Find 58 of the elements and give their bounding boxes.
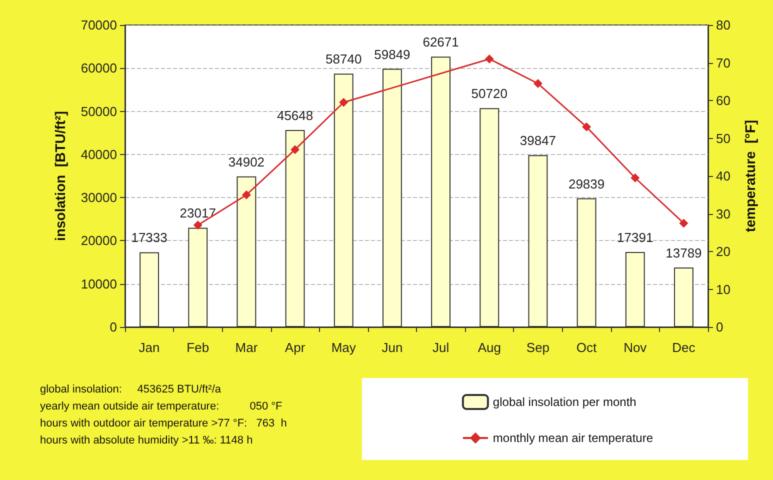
data-label: 50720 xyxy=(471,86,508,102)
y-tick-label: 30000 xyxy=(80,190,117,206)
x-tick-label: Feb xyxy=(186,340,210,355)
data-label: 17391 xyxy=(617,230,654,245)
y2-tick-label: 0 xyxy=(716,320,724,334)
y-tick-label: 70000 xyxy=(80,18,117,32)
legend-label: monthly mean air temperature xyxy=(492,431,654,445)
y-tick-label: 10000 xyxy=(80,276,117,292)
x-tick-label: Jul xyxy=(432,340,450,355)
y2-tick-label: 30 xyxy=(716,206,730,222)
data-label: 62671 xyxy=(422,34,459,50)
x-tick-label: Mar xyxy=(235,340,258,355)
legend-label: global insolation per month xyxy=(492,395,636,409)
data-label: 17333 xyxy=(131,230,168,246)
data-label: 34902 xyxy=(228,154,265,170)
y-tick-label: 60000 xyxy=(80,60,117,76)
text: global insolation: 453625 BTU/ft²/a xyxy=(40,384,222,396)
x-tick-label: Sep xyxy=(526,340,550,355)
y-tick-label: 20000 xyxy=(80,233,117,248)
y2-tick-label: 40 xyxy=(716,168,730,184)
x-tick-label: Jan xyxy=(138,340,160,355)
x-tick-label: May xyxy=(331,340,356,355)
data-label: 58740 xyxy=(326,52,362,67)
point xyxy=(242,190,251,200)
point xyxy=(582,122,592,132)
text: yearly mean outside air temperature: 050 °F xyxy=(40,400,283,412)
y2-tick-label: 80 xyxy=(716,18,730,32)
point xyxy=(484,54,494,64)
data-label: 13789 xyxy=(666,246,702,261)
data-label: 39847 xyxy=(520,133,556,148)
text: hours with outdoor air temperature >77 °F: 763 h xyxy=(40,418,287,430)
y2-tick-label: 60 xyxy=(716,93,730,108)
point xyxy=(533,79,542,88)
y2-axis-title: temperature [°F] xyxy=(742,120,758,232)
x-tick-label: Apr xyxy=(284,340,306,355)
y2-tick-label: 70 xyxy=(716,55,730,70)
x-tick-label: Nov xyxy=(624,340,648,355)
data-label: 45648 xyxy=(276,108,314,124)
y-tick-label: 40000 xyxy=(80,146,117,162)
data-label: 23017 xyxy=(180,206,216,221)
y-tick-label: 0 xyxy=(110,320,117,334)
point xyxy=(193,220,202,230)
point xyxy=(630,173,640,182)
point xyxy=(290,145,300,154)
y2-tick-label: 10 xyxy=(716,282,730,297)
point xyxy=(339,98,348,107)
x-tick-label: Aug xyxy=(478,340,501,355)
point xyxy=(679,218,688,228)
x-tick-label: Oct xyxy=(576,340,598,355)
data-label: 29839 xyxy=(568,176,605,192)
y2-tick-label: 20 xyxy=(716,244,730,259)
data-label: 59849 xyxy=(374,46,410,62)
x-tick-label: Jun xyxy=(382,340,403,355)
x-tick-label: Dec xyxy=(672,340,696,355)
y2-tick-label: 50 xyxy=(716,130,730,146)
text: hours with absolute humidity >11 ‰: 1148 h xyxy=(40,434,253,446)
y-tick-label: 50000 xyxy=(80,104,117,119)
y-axis-title: insolation [BTU/ft²] xyxy=(52,111,68,241)
